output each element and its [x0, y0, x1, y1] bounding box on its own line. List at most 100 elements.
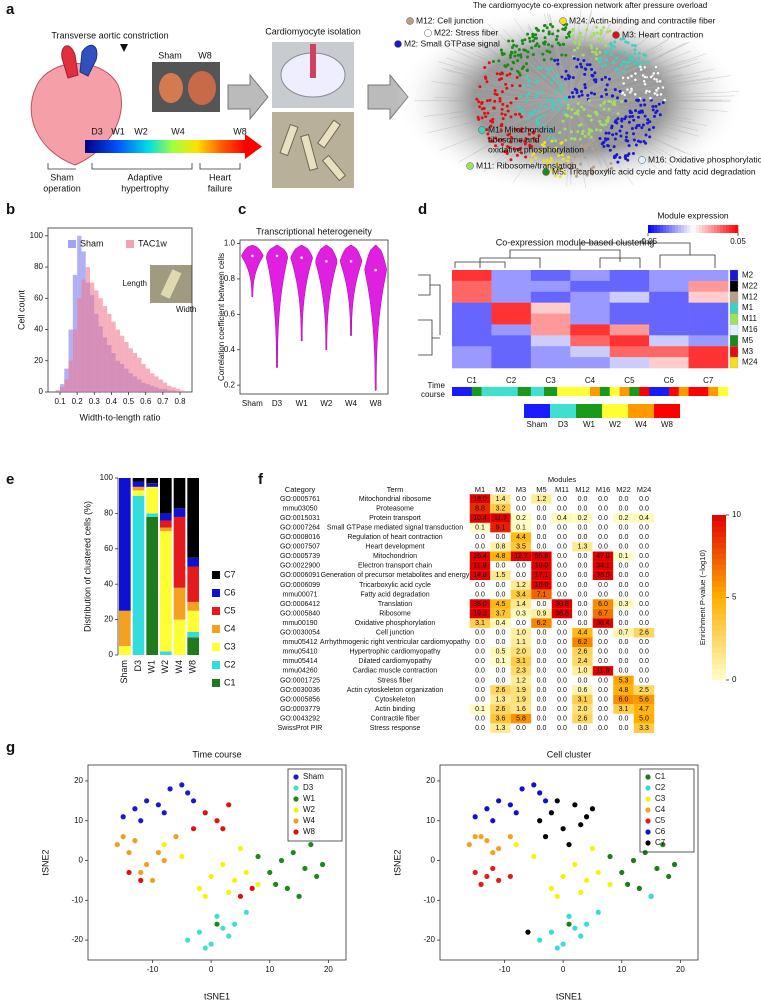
table-cell: [531, 599, 552, 609]
network-node: [644, 89, 649, 93]
network-node: [560, 90, 564, 94]
table-category: GO:0030054: [280, 630, 320, 637]
network-node: [564, 138, 568, 142]
time-strip: [590, 387, 601, 396]
table-value: 0.0: [578, 505, 588, 512]
table-value: 0.0: [639, 572, 649, 579]
heat-cell: [530, 270, 571, 282]
hist-bar: [141, 363, 146, 392]
network-edge: [551, 99, 571, 172]
module-label: oxidative phosphorylation: [488, 144, 584, 154]
table-cell: [531, 675, 552, 686]
row-color: [729, 269, 739, 282]
network-node: [646, 121, 650, 125]
network-node: [561, 42, 565, 46]
table-term: Cytoskeleton: [375, 696, 416, 703]
table-value: 3.6: [496, 715, 506, 722]
network-node: [579, 31, 583, 35]
heat-cell: [530, 291, 571, 303]
table-term: Oxidative phosphorylation: [355, 620, 436, 627]
network-node: [599, 103, 603, 107]
time-strip: [461, 387, 473, 396]
table-cell: [572, 713, 593, 724]
network-node: [601, 64, 605, 68]
network-node: [532, 131, 536, 135]
table-value: 3.1: [516, 658, 526, 665]
y-tick-label: 100: [100, 473, 114, 482]
network-node: [612, 156, 616, 160]
table-value: 34.1: [596, 563, 610, 570]
table-cell: [633, 570, 655, 581]
table-cell: [613, 713, 634, 724]
network-node: [500, 142, 504, 146]
table-value: 0.0: [557, 630, 567, 637]
bar-segment: [160, 527, 172, 532]
module-marker: [542, 168, 550, 176]
hist-bar: [68, 360, 73, 392]
network-node: [497, 59, 501, 63]
table-category: mmu05414: [282, 658, 317, 665]
table-cell: [510, 561, 532, 571]
chart-title: Time course: [192, 749, 241, 759]
bar-segment: [132, 478, 145, 482]
table-cell: [551, 704, 573, 714]
table-value: 0.0: [578, 725, 588, 732]
network-node: [610, 166, 614, 170]
table-value: 0.0: [557, 563, 567, 570]
color-scale: [714, 225, 718, 233]
table-value: 1.0: [516, 630, 526, 637]
network-node: [606, 118, 610, 122]
network-node: [537, 66, 541, 70]
color-scale: [712, 663, 726, 670]
x-tick-label: W4: [345, 399, 358, 408]
network-edge: [566, 99, 571, 187]
network-edge: [569, 80, 715, 101]
legend-label: Sham: [80, 238, 104, 248]
table-header: M11: [555, 485, 569, 494]
network-node: [623, 155, 627, 159]
table-cell: [592, 713, 614, 724]
table-value: 0.0: [537, 677, 547, 684]
table-cell: [633, 551, 655, 562]
network-node: [553, 174, 557, 178]
network-node: [604, 88, 608, 92]
legend-label: C2: [655, 783, 666, 792]
network-node: [543, 36, 547, 40]
network-node: [633, 71, 638, 76]
legend-swatch: [212, 679, 220, 687]
color-scale: [651, 225, 655, 233]
point: [466, 841, 472, 848]
table-value: 0.0: [639, 591, 649, 598]
bar-segment: [146, 486, 158, 514]
color-tick-label: 10: [732, 510, 741, 519]
time-strip: [659, 387, 670, 396]
legend-label: C6: [224, 587, 236, 597]
network-node: [640, 126, 644, 130]
network-edge: [510, 99, 571, 143]
network-node: [575, 91, 579, 95]
table-cell: [510, 685, 532, 695]
heat-cell: [688, 280, 729, 293]
x-tick-label: 20: [324, 965, 333, 974]
network-node: [626, 76, 630, 80]
table-cell: [572, 637, 593, 648]
table-value: 0.0: [557, 725, 567, 732]
table-value: 6.7: [598, 610, 608, 617]
network-node: [519, 53, 523, 57]
network-node: [611, 60, 615, 64]
table-value: 0.0: [475, 725, 485, 732]
table-category: GO:0005856: [280, 696, 320, 703]
network-node: [580, 105, 584, 109]
row-color: [729, 356, 739, 369]
network-node: [485, 80, 489, 84]
network-node: [480, 116, 484, 120]
network-node: [607, 131, 611, 135]
table-cell: [469, 723, 491, 733]
time-legend-label: W4: [635, 420, 648, 429]
heat-cell: [570, 280, 611, 293]
time-legend-label: D3: [558, 420, 569, 429]
network-node: [616, 112, 620, 116]
network-node: [573, 155, 577, 159]
table-value: 7.1: [537, 591, 547, 598]
time-strip: [471, 387, 482, 396]
